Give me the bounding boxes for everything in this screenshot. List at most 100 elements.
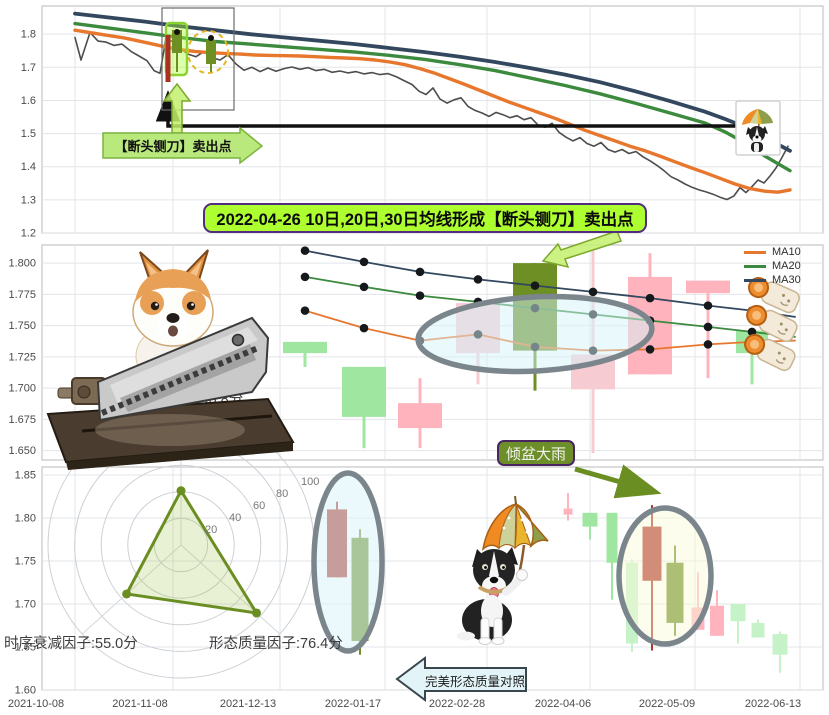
green-outline-arrow <box>541 230 622 269</box>
radar-ring-label: 60 <box>253 500 265 512</box>
candle-body <box>398 403 442 429</box>
highlight-ellipse <box>616 505 714 647</box>
y-tick-label: 1.650 <box>8 445 36 457</box>
series-MA10 <box>73 28 792 194</box>
perfect-pattern-compare-label: 完美形态质量对照 <box>424 675 525 689</box>
series-marker <box>645 345 655 354</box>
legend-line-swatch <box>744 264 766 268</box>
plot-area <box>41 5 824 234</box>
radar-polygon <box>124 487 260 615</box>
radar-ring-label: 20 <box>205 524 217 536</box>
legend-label: MA30 <box>772 274 801 286</box>
radar-vertex-dot <box>252 608 262 618</box>
series-marker <box>359 282 369 292</box>
radar-spoke <box>81 544 182 635</box>
candle-body <box>751 622 765 638</box>
y-tick-label: 1.700 <box>8 383 36 395</box>
mini-candle-body <box>165 35 171 82</box>
pouring-rain-arrow <box>574 464 662 499</box>
legend-item-ma20: MA20 <box>744 259 801 273</box>
y-tick-label: 1.7 <box>21 62 36 74</box>
radar-vertex-dot <box>122 589 132 599</box>
x-tick-label: 2021-12-13 <box>220 698 276 710</box>
candle-body <box>686 280 730 294</box>
y-tick-label: 1.60 <box>15 685 36 697</box>
series-marker <box>300 306 310 315</box>
radar-ring-label: 80 <box>276 488 288 500</box>
y-tick-label: 1.2 <box>21 228 36 240</box>
radar-spoke <box>180 544 281 635</box>
factor-decay-label: 时序衰减因子:55.0分 <box>4 636 138 652</box>
series-marker <box>300 272 310 282</box>
series-marker <box>300 246 310 255</box>
legend-item-ma10: MA10 <box>744 245 801 259</box>
y-tick-label: 1.3 <box>21 194 36 206</box>
series-marker <box>645 293 655 303</box>
series-marker <box>359 323 369 333</box>
legend-label: MA20 <box>772 260 801 272</box>
candle-body <box>772 634 788 655</box>
factor-quality-label: 形态质量因子:76.4分 <box>209 636 343 652</box>
pouring-rain-annotation-box: 倾盆大雨 <box>497 440 575 466</box>
y-tick-label: 1.75 <box>15 555 36 567</box>
series-marker <box>530 281 540 290</box>
radar-ring-label: 100 <box>301 476 319 488</box>
y-tick-label: 1.675 <box>8 414 36 426</box>
y-tick-label: 1.85 <box>15 469 36 481</box>
mini-candle-body <box>206 40 216 64</box>
y-tick-label: 1.775 <box>8 289 36 301</box>
x-tick-label: 2021-11-08 <box>112 698 167 710</box>
series-marker <box>473 275 483 284</box>
y-tick-label: 1.70 <box>15 598 36 610</box>
series-marker <box>747 306 757 315</box>
pattern-inspect-box <box>161 7 235 111</box>
x-tick-label: 2022-05-09 <box>639 698 695 710</box>
sell-signal-annotation-box: 2022-04-26 10日,20日,30日均线形成【断头铡刀】卖出点 <box>203 203 647 233</box>
x-tick-label: 2022-06-13 <box>745 698 801 710</box>
candle-body <box>666 562 684 623</box>
guillotine-sell-banner: 【断头铡刀】卖出点 <box>114 139 232 154</box>
ma-legend: MA10 MA20 MA30 <box>744 245 801 287</box>
perfect-compare-shape <box>395 656 527 702</box>
series-marker <box>703 301 713 310</box>
series-marker <box>703 340 713 349</box>
y-tick-label: 1.65 <box>15 641 36 653</box>
series-marker <box>588 287 598 297</box>
series-marker <box>747 327 757 337</box>
mini-dot <box>208 35 214 41</box>
candle-body <box>710 605 724 636</box>
radar-vertex-dot <box>176 486 186 496</box>
factor-revenge-label: 刺激与报复因子:40.8分 <box>95 392 244 408</box>
y-tick-label: 1.4 <box>21 161 36 173</box>
series-price <box>74 31 789 201</box>
legend-item-ma30: MA30 <box>744 273 801 287</box>
series-marker <box>415 267 425 277</box>
x-tick-label: 2022-02-28 <box>429 698 485 710</box>
candle-body <box>606 512 618 563</box>
legend-label: MA10 <box>772 246 801 258</box>
radar-ring-label: 40 <box>229 512 241 524</box>
candle-body <box>342 366 386 417</box>
y-tick-label: 1.6 <box>21 95 36 107</box>
candle-body <box>563 508 573 515</box>
series-marker <box>415 291 425 300</box>
highlight-ellipse <box>415 293 655 375</box>
x-tick-label: 2021-10-08 <box>8 698 64 710</box>
y-tick-label: 1.5 <box>21 128 36 140</box>
y-tick-label: 1.8 <box>21 29 36 41</box>
legend-line-swatch <box>744 250 766 254</box>
series-marker <box>703 322 713 332</box>
plot-area <box>41 466 824 691</box>
y-tick-label: 1.80 <box>15 512 36 524</box>
highlight-ellipse <box>311 470 385 654</box>
series-marker <box>359 257 369 267</box>
mini-dot <box>174 29 180 35</box>
y-tick-label: 1.725 <box>8 351 36 363</box>
dashed-focus-ellipse <box>187 30 229 74</box>
candle-body <box>730 603 746 622</box>
series-marker <box>747 337 757 347</box>
sell-level-line <box>155 90 740 128</box>
panel-bottom-compare: 1.85 1.80 1.75 1.70 1.65 1.60 <box>15 466 824 697</box>
